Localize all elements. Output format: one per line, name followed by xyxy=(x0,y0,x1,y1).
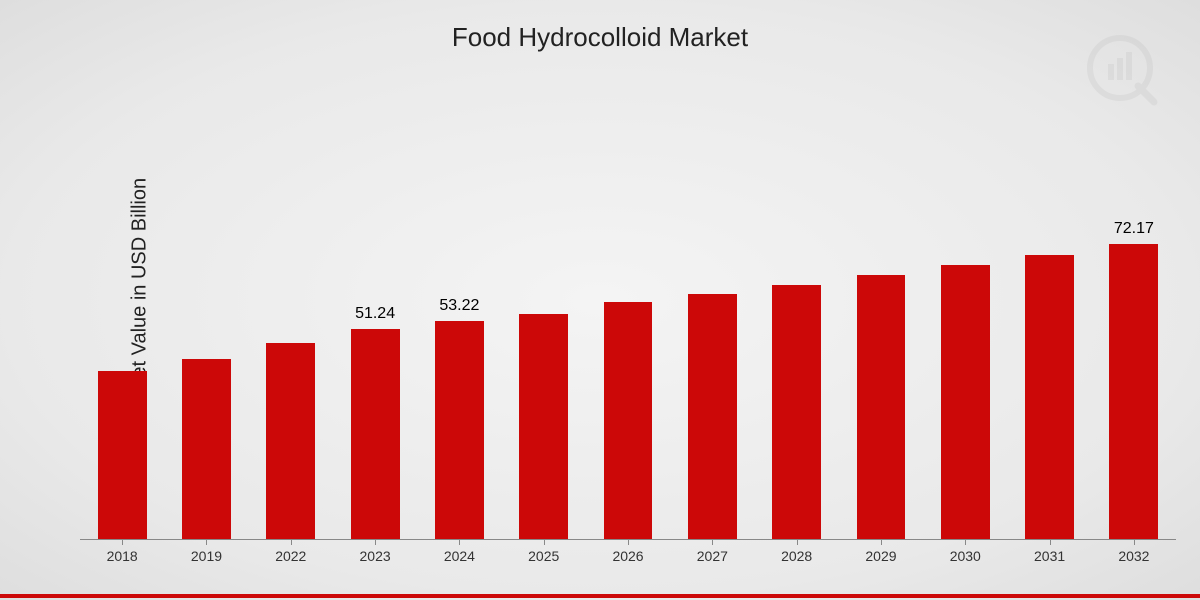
bar-group xyxy=(502,130,586,539)
bar-group xyxy=(923,130,1007,539)
plot-area: 51.24 53.22 72.17 xyxy=(80,130,1176,540)
bar xyxy=(98,371,147,539)
bar-group xyxy=(1007,130,1091,539)
bar-group xyxy=(164,130,248,539)
bar-value-label: 53.22 xyxy=(439,297,479,317)
bar-group xyxy=(586,130,670,539)
bar xyxy=(688,294,737,539)
bar-value-label: 72.17 xyxy=(1114,220,1154,240)
bar xyxy=(519,314,568,539)
bar-group xyxy=(249,130,333,539)
bar xyxy=(772,285,821,539)
bar xyxy=(1025,255,1074,539)
x-tick-label: 2025 xyxy=(502,540,586,580)
x-tick-label: 2028 xyxy=(755,540,839,580)
x-tick-label: 2030 xyxy=(923,540,1007,580)
bar-group: 53.22 xyxy=(417,130,501,539)
bar xyxy=(435,321,484,539)
bottom-accent-line xyxy=(0,594,1200,598)
x-tick-label: 2019 xyxy=(164,540,248,580)
x-tick-label: 2031 xyxy=(1007,540,1091,580)
bar xyxy=(1109,244,1158,539)
x-tick-label: 2032 xyxy=(1092,540,1176,580)
watermark-logo xyxy=(1080,28,1160,113)
bar-group xyxy=(839,130,923,539)
x-tick-label: 2029 xyxy=(839,540,923,580)
x-tick-label: 2027 xyxy=(670,540,754,580)
x-tick-label: 2018 xyxy=(80,540,164,580)
bar-value-label: 51.24 xyxy=(355,305,395,325)
bar xyxy=(266,343,315,539)
bars-container: 51.24 53.22 72.17 xyxy=(80,130,1176,539)
bar-group xyxy=(755,130,839,539)
x-axis: 2018201920222023202420252026202720282029… xyxy=(80,540,1176,580)
bar-group xyxy=(670,130,754,539)
bar xyxy=(182,359,231,539)
bar-group: 51.24 xyxy=(333,130,417,539)
x-tick-label: 2024 xyxy=(417,540,501,580)
chart-title: Food Hydrocolloid Market xyxy=(0,22,1200,53)
bar-group: 72.17 xyxy=(1092,130,1176,539)
bar xyxy=(604,302,653,539)
x-tick-label: 2022 xyxy=(249,540,333,580)
bar xyxy=(857,275,906,539)
bar-group xyxy=(80,130,164,539)
bar xyxy=(351,329,400,539)
bar xyxy=(941,265,990,539)
x-tick-label: 2023 xyxy=(333,540,417,580)
x-tick-label: 2026 xyxy=(586,540,670,580)
